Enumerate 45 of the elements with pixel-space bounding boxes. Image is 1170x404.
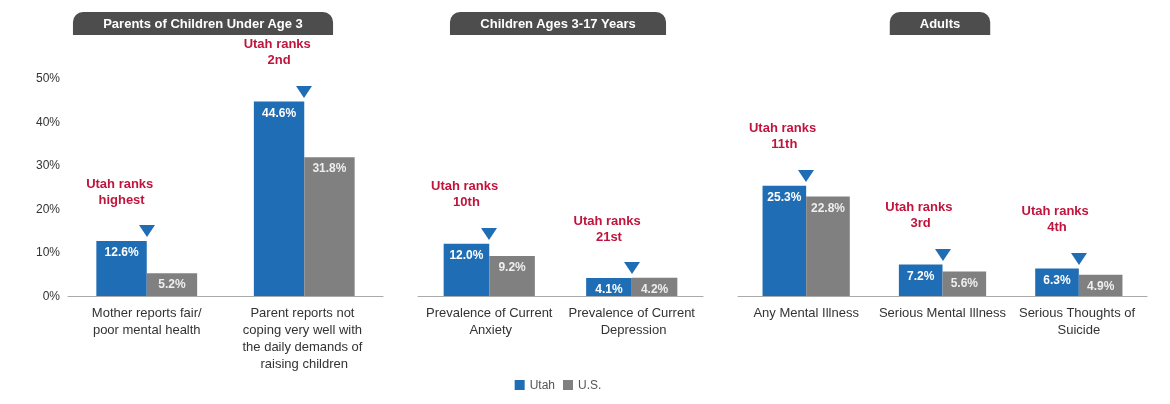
y-tick-label: 40%: [35, 114, 61, 129]
y-tick-label: 20%: [35, 201, 61, 216]
bar: [96, 241, 147, 296]
data-label: 31.8%: [312, 161, 347, 176]
annotation: Utah ranks highest: [86, 175, 157, 207]
x-tick-label: Parent reports not coping very well with the daily demands of raising children: [242, 305, 367, 371]
annotation: Utah ranks 2nd: [243, 36, 315, 68]
chart-title: Children Ages 3-17 Years: [480, 16, 636, 31]
annotation: Utah ranks 10th: [431, 178, 502, 210]
x-tick-label: Mother reports fair/poor mental health: [91, 305, 203, 337]
data-label: 22.8%: [810, 200, 846, 215]
data-label: 5.6%: [950, 275, 979, 290]
annotation: Utah ranks 3rd: [885, 199, 957, 231]
y-tick-label: 50%: [35, 71, 61, 85]
y-tick-label: 0%: [42, 289, 61, 303]
bar: [806, 196, 850, 296]
x-tick-label: Serious Thoughts of Suicide: [1018, 305, 1139, 337]
data-label: 9.2%: [498, 259, 527, 274]
bar: [489, 255, 535, 296]
y-tick-label: 10%: [35, 245, 61, 260]
data-label: 4.2%: [640, 281, 669, 296]
annotation: Utah ranks 21st: [573, 212, 645, 244]
data-label: 6.3%: [1043, 272, 1072, 287]
x-tick-label: Prevalence of Current Anxiety: [426, 305, 553, 337]
x-tick-label: Serious Mental Illness: [878, 305, 1007, 320]
annotation: Utah ranks 4th: [1021, 203, 1093, 235]
data-label: 7.2%: [907, 268, 935, 283]
data-label: 4.1%: [595, 282, 623, 297]
annotation: Utah ranks 11th: [748, 120, 820, 152]
x-tick-label: Any Mental Illness: [753, 305, 860, 320]
y-tick-label: 30%: [35, 158, 61, 173]
legend-label: Utah: [529, 378, 556, 392]
data-label: 25.3%: [767, 189, 802, 204]
chart-title: Adults: [919, 16, 961, 31]
data-label: 4.9%: [1086, 278, 1115, 293]
bar: [304, 157, 355, 296]
data-label: 5.2%: [158, 277, 186, 292]
data-label: 12.0%: [449, 247, 484, 262]
bar: [762, 185, 807, 296]
data-label: 44.6%: [262, 105, 297, 120]
legend-label: U.S.: [578, 378, 602, 392]
bar: [253, 101, 305, 296]
data-label: 12.6%: [104, 245, 139, 260]
x-tick-label: Prevalence of Current Depression: [568, 305, 696, 337]
chart-title: Parents of Children Under Age 3: [103, 16, 303, 31]
